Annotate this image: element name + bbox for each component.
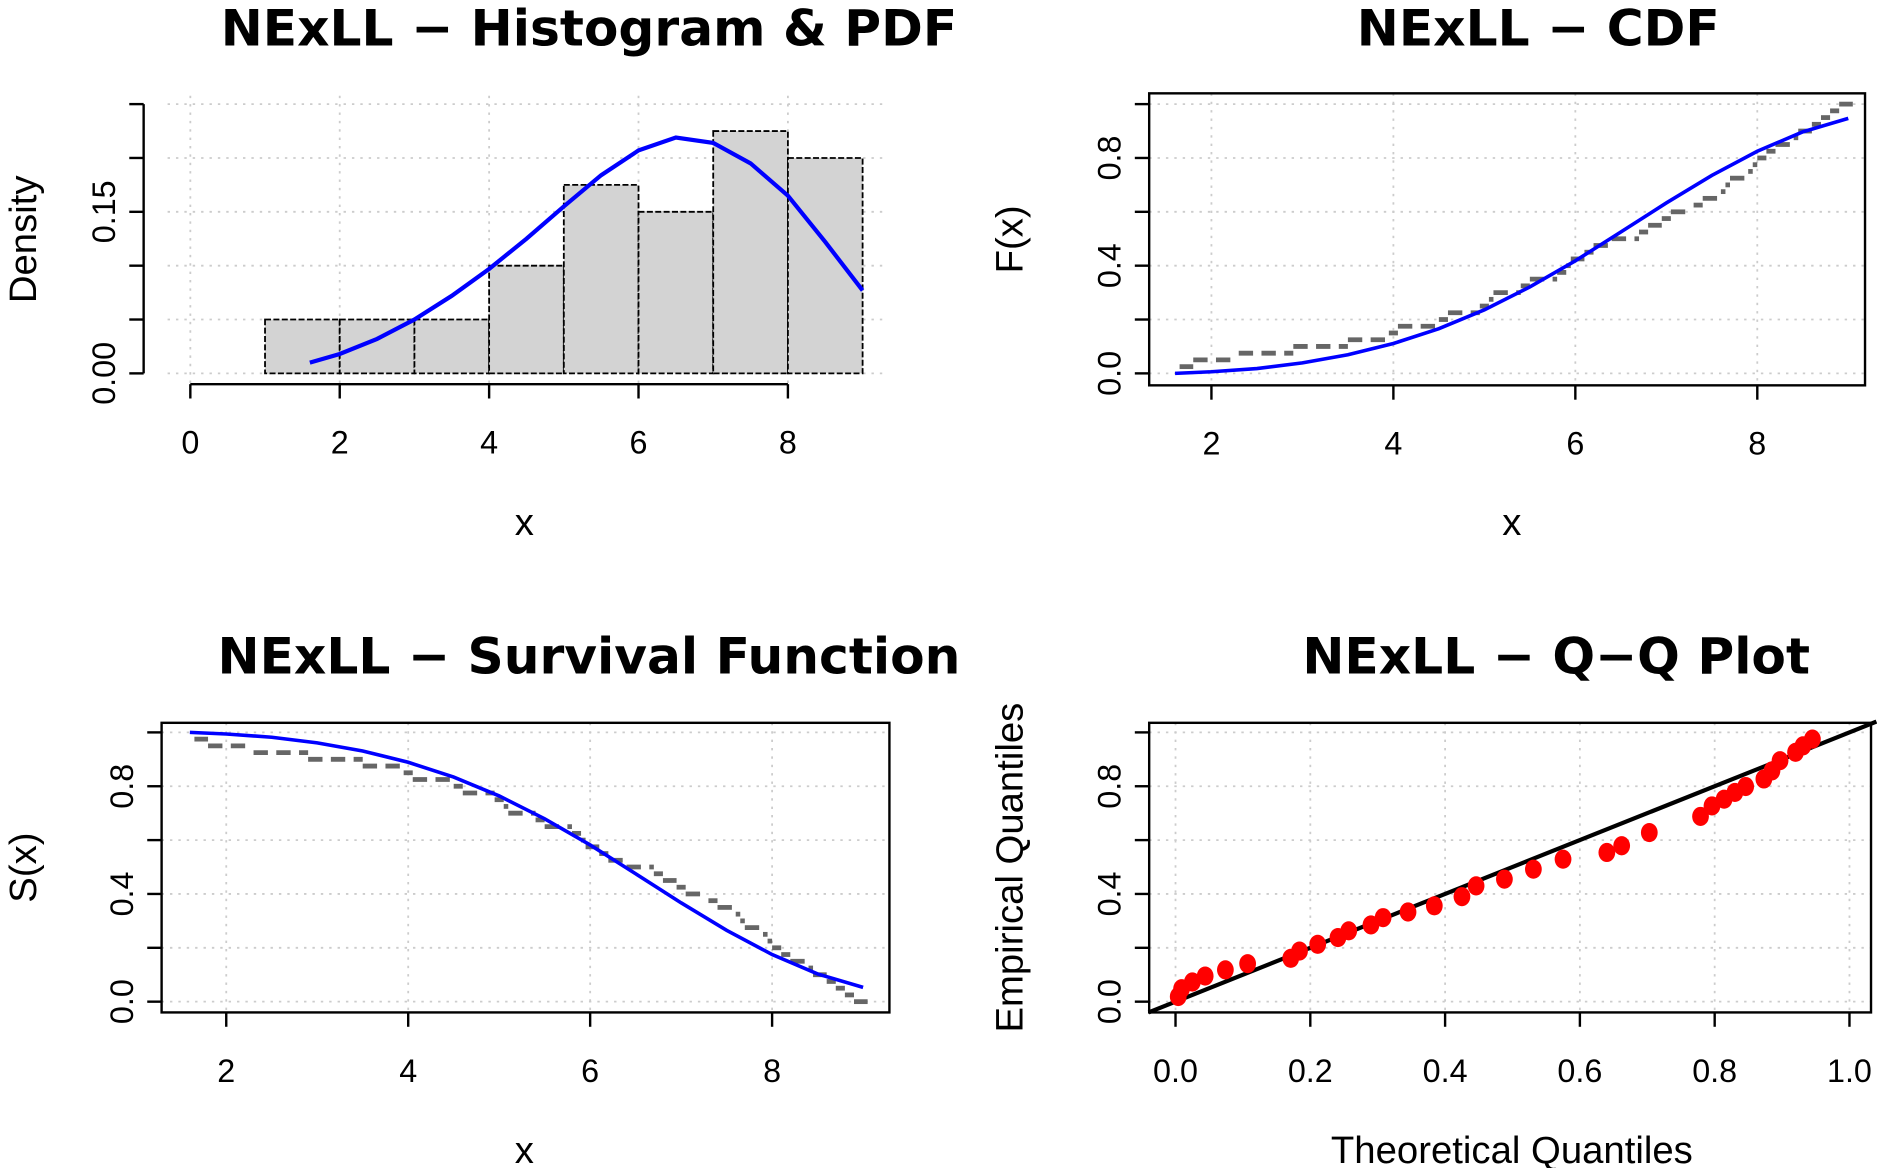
qq-point [1804, 729, 1821, 749]
qq-ylabel: Empirical Quantiles [988, 703, 1031, 1033]
survival-x-tick-label: 4 [399, 1053, 417, 1089]
histogram-bar [413, 318, 491, 375]
survival-x-tick-label: 2 [217, 1053, 235, 1089]
qq-point [1496, 869, 1513, 889]
qq-point [1598, 842, 1616, 863]
chart-marks: 0.00 0.15 0 2 4 6 8 0.0 0.4 0.8 2 4 6 8 0.0 0.4 0.8 2 4 6 8 0… [86, 92, 1877, 1089]
cdf-model-curve [1174, 116, 1849, 376]
qq-point [1183, 972, 1201, 992]
qq-x-tick-label: 0.8 [1692, 1053, 1737, 1089]
survival-ylabel: S(x) [2, 833, 45, 903]
histogram-bar [488, 264, 565, 375]
hist-x-tick-label: 6 [630, 425, 648, 461]
histogram-bar [264, 318, 341, 375]
hist-x-tick-label: 4 [480, 425, 498, 461]
pdf-curve [309, 135, 865, 365]
histogram-bar [637, 210, 715, 375]
cdf-x-tick-label: 8 [1748, 426, 1766, 462]
histogram-bar [787, 157, 864, 375]
qq-point [1692, 806, 1709, 826]
qq-title: NExLL − Q−Q Plot [1302, 627, 1810, 686]
survival-title: NExLL − Survival Function [218, 627, 961, 686]
cdf-y-tick-label: 0.8 [1091, 136, 1127, 181]
qq-point [1399, 902, 1417, 922]
histogram-bar [562, 183, 640, 375]
cdf-y-tick-label: 0.4 [1091, 243, 1127, 288]
hist-x-tick-label: 2 [331, 425, 349, 461]
qq-point [1640, 822, 1658, 843]
qq-point [1737, 776, 1755, 797]
qq-plot-box [1147, 721, 1873, 1014]
qq-point [1467, 876, 1485, 896]
qq-point [1217, 960, 1234, 980]
qq-x-tick-label: 0.0 [1153, 1053, 1198, 1089]
qq-point [1309, 934, 1327, 954]
cdf-title: NExLL − CDF [1357, 0, 1720, 57]
survival-y-tick-label: 0.8 [104, 764, 140, 809]
qq-point [1291, 941, 1308, 961]
survival-model-curve [189, 730, 864, 990]
qq-point [1613, 836, 1631, 856]
cdf-x-tick-label: 6 [1566, 426, 1584, 462]
qq-point [1453, 887, 1471, 907]
survival-y-tick-label: 0.0 [104, 979, 140, 1024]
hist-title: NExLL − Histogram & PDF [221, 0, 957, 57]
qq-y-tick-label: 0.0 [1091, 979, 1127, 1024]
qq-point [1771, 751, 1789, 771]
cdf-x-tick-label: 4 [1384, 426, 1402, 462]
hist-x-tick-label: 8 [779, 425, 797, 461]
cdf-xlabel: x [1502, 501, 1521, 544]
qq-point [1425, 896, 1443, 916]
qq-point [1525, 859, 1542, 879]
survival-plot-box [160, 721, 891, 1014]
qq-y-tick-label: 0.4 [1091, 871, 1127, 916]
qq-x-tick-label: 0.2 [1288, 1053, 1333, 1089]
survival-xlabel: x [515, 1129, 534, 1168]
qq-x-tick-label: 0.4 [1423, 1053, 1468, 1089]
histogram-bar [712, 130, 789, 375]
survival-y-tick-label: 0.4 [104, 871, 140, 916]
survival-x-tick-label: 8 [763, 1053, 781, 1089]
hist-y-tick-label: 0.15 [86, 180, 122, 243]
cdf-plot-box [1147, 92, 1867, 387]
hist-ylabel: Density [2, 175, 45, 304]
cdf-x-tick-label: 2 [1202, 426, 1220, 462]
qq-x-tick-label: 1.0 [1827, 1053, 1872, 1089]
qq-point [1239, 954, 1257, 974]
qq-point [1374, 908, 1392, 928]
hist-x-tick-label: 0 [181, 425, 199, 461]
hist-y-tick-label: 0.00 [86, 342, 122, 405]
hist-xlabel: x [515, 501, 534, 544]
qq-point [1196, 966, 1214, 986]
qq-point [1554, 849, 1572, 869]
qq-xlabel: Theoretical Quantiles [1331, 1129, 1693, 1168]
qq-point [1340, 921, 1358, 941]
qq-reference-line [1147, 719, 1877, 1015]
qq-x-tick-label: 0.6 [1557, 1053, 1602, 1089]
cdf-y-tick-label: 0.0 [1091, 351, 1127, 396]
cdf-ylabel: F(x) [988, 205, 1031, 273]
survival-x-tick-label: 6 [581, 1053, 599, 1089]
qq-y-tick-label: 0.8 [1091, 764, 1127, 809]
